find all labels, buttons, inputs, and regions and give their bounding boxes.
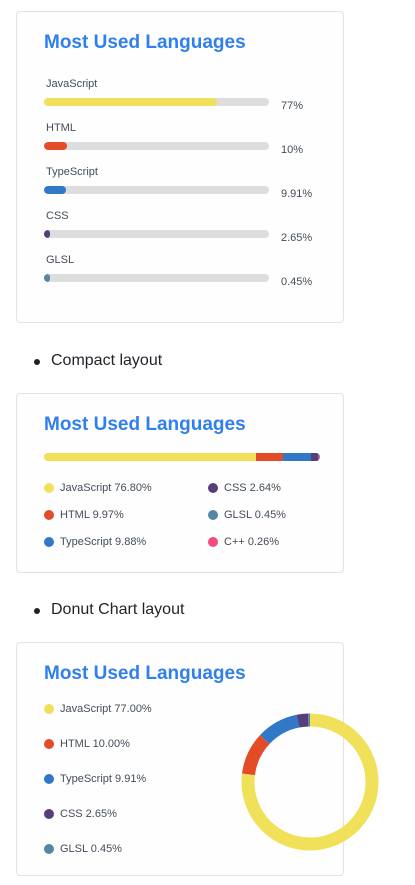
legend-label: JavaScript 76.80% [60,482,152,494]
bullet-text: Compact layout [51,352,163,369]
language-name: JavaScript [46,78,98,90]
language-percent: 10% [281,144,304,156]
progress-track [44,142,269,150]
donut-slice-css [296,713,309,728]
color-dot [44,809,54,819]
language-row-css: CSS 2.65% [44,210,334,250]
stacked-progress-bar [44,453,320,461]
donut-chart [241,713,379,851]
stacked-segment-5 [319,453,320,461]
languages-card-normal: Most Used Languages JavaScript 77% HTML … [16,11,344,323]
color-dot [208,483,218,493]
language-name: TypeScript [46,166,98,178]
legend-label: CSS 2.65% [60,808,117,820]
progress-fill [44,230,50,238]
legend-label: CSS 2.64% [224,482,281,494]
stacked-segment-1 [255,453,284,461]
stacked-segment-2 [283,453,311,461]
color-dot [44,704,54,714]
language-name: GLSL [46,254,75,266]
color-dot [208,510,218,520]
donut-slice-typescript [260,714,300,745]
bullet-dot [34,608,40,614]
color-dot [44,844,54,854]
progress-track [44,230,269,238]
language-row-glsl: GLSL 0.45% [44,254,334,294]
color-dot [44,483,54,493]
color-dot [44,739,54,749]
progress-fill [44,98,218,106]
legend-label: C++ 0.26% [224,536,280,548]
bullet-text: Donut Chart layout [51,601,185,618]
language-percent: 77% [281,100,304,112]
progress-fill [44,274,50,282]
language-row-javascript: JavaScript 77% [44,78,334,118]
progress-track [44,274,269,282]
legend-label: JavaScript 77.00% [60,703,152,715]
progress-fill [44,186,67,194]
progress-fill [44,142,67,150]
language-percent: 2.65% [281,232,313,244]
language-name: HTML [46,122,76,134]
progress-track [44,98,269,106]
color-dot [44,510,54,520]
legend-label: TypeScript 9.88% [60,536,147,548]
color-dot [208,537,218,547]
language-row-typescript: TypeScript 9.91% [44,166,334,206]
stacked-segment-4 [318,453,320,461]
legend-label: HTML 9.97% [60,509,124,521]
progress-track [44,186,269,194]
legend-label: TypeScript 9.91% [60,773,147,785]
color-dot [44,537,54,547]
card-title: Most Used Languages [44,414,246,435]
donut-slice-javascript [241,713,379,851]
language-name: CSS [46,210,69,222]
legend-label: GLSL 0.45% [224,509,286,521]
stacked-segment-3 [310,453,319,461]
card-title: Most Used Languages [44,663,246,684]
stacked-segment-0 [44,453,256,461]
donut-slice-html [242,735,270,776]
color-dot [44,774,54,784]
language-percent: 9.91% [281,188,313,200]
card-title: Most Used Languages [44,32,246,53]
languages-card-donut: Most Used Languages JavaScript 77.00% HT… [16,642,379,876]
language-percent: 0.45% [281,276,313,288]
language-row-html: HTML 10% [44,122,334,162]
legend-label: HTML 10.00% [60,738,130,750]
languages-card-compact: Most Used Languages JavaScript 76.80% HT… [16,393,344,573]
bullet-dot [34,359,40,365]
legend-label: GLSL 0.45% [60,843,122,855]
